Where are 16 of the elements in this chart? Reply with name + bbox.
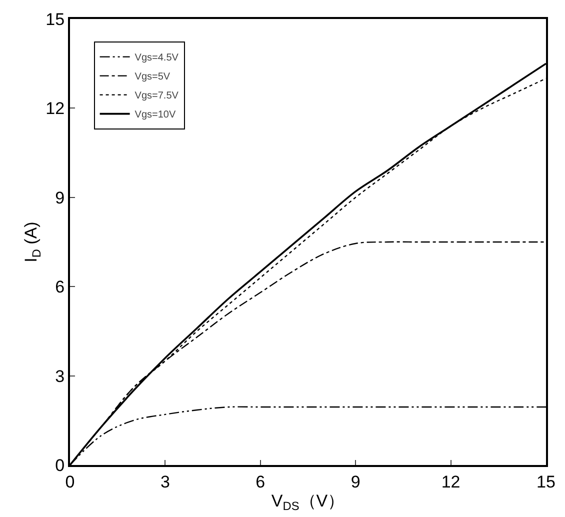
legend-label: Vgs=4.5V xyxy=(134,52,179,64)
y-tick-label: 0 xyxy=(55,456,65,475)
x-tick-label: 6 xyxy=(256,472,266,492)
x-tick-label: 15 xyxy=(536,472,556,492)
x-axis-title: V$_{DS}$（V） xyxy=(271,491,345,513)
legend-label: Vgs=5V xyxy=(134,72,170,83)
legend-label: Vgs=7.5V xyxy=(134,90,179,102)
y-tick-label: 6 xyxy=(55,278,65,297)
y-tick-label: 12 xyxy=(46,99,65,118)
y-tick-label: 15 xyxy=(46,10,65,29)
legend-label: Vgs=10V xyxy=(134,110,176,121)
x-tick-label: 12 xyxy=(441,472,460,492)
y-tick-label: 3 xyxy=(55,366,65,386)
y-tick-label: 9 xyxy=(55,188,65,208)
x-tick-label: 3 xyxy=(160,472,170,492)
x-tick-label: 9 xyxy=(350,472,360,492)
